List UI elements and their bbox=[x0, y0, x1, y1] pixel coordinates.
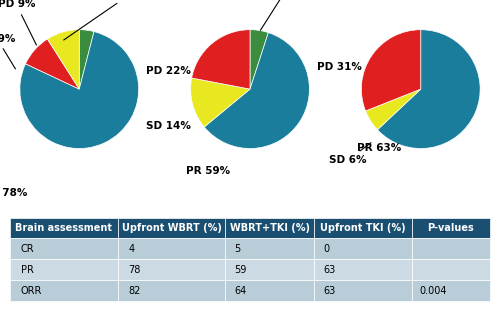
Wedge shape bbox=[378, 30, 480, 148]
Wedge shape bbox=[20, 32, 138, 148]
Wedge shape bbox=[250, 30, 268, 89]
Text: PR 59%: PR 59% bbox=[186, 166, 230, 176]
Wedge shape bbox=[362, 30, 421, 111]
Text: SD 9%: SD 9% bbox=[0, 34, 16, 69]
Wedge shape bbox=[366, 89, 421, 130]
Text: SD 14%: SD 14% bbox=[146, 121, 191, 131]
Text: PD 22%: PD 22% bbox=[146, 66, 191, 76]
Text: PD 9%: PD 9% bbox=[0, 0, 36, 45]
Text: CR 4%: CR 4% bbox=[64, 0, 149, 40]
Text: CR 5%: CR 5% bbox=[260, 0, 305, 30]
Text: PR 63%: PR 63% bbox=[357, 144, 402, 153]
Text: PD 31%: PD 31% bbox=[316, 62, 362, 72]
Text: PR 78%: PR 78% bbox=[0, 188, 27, 198]
Wedge shape bbox=[79, 30, 94, 89]
Wedge shape bbox=[204, 33, 310, 148]
Wedge shape bbox=[190, 78, 250, 127]
Wedge shape bbox=[48, 30, 79, 89]
Text: SD 6%: SD 6% bbox=[328, 143, 371, 165]
Wedge shape bbox=[26, 39, 79, 89]
Wedge shape bbox=[192, 30, 250, 89]
